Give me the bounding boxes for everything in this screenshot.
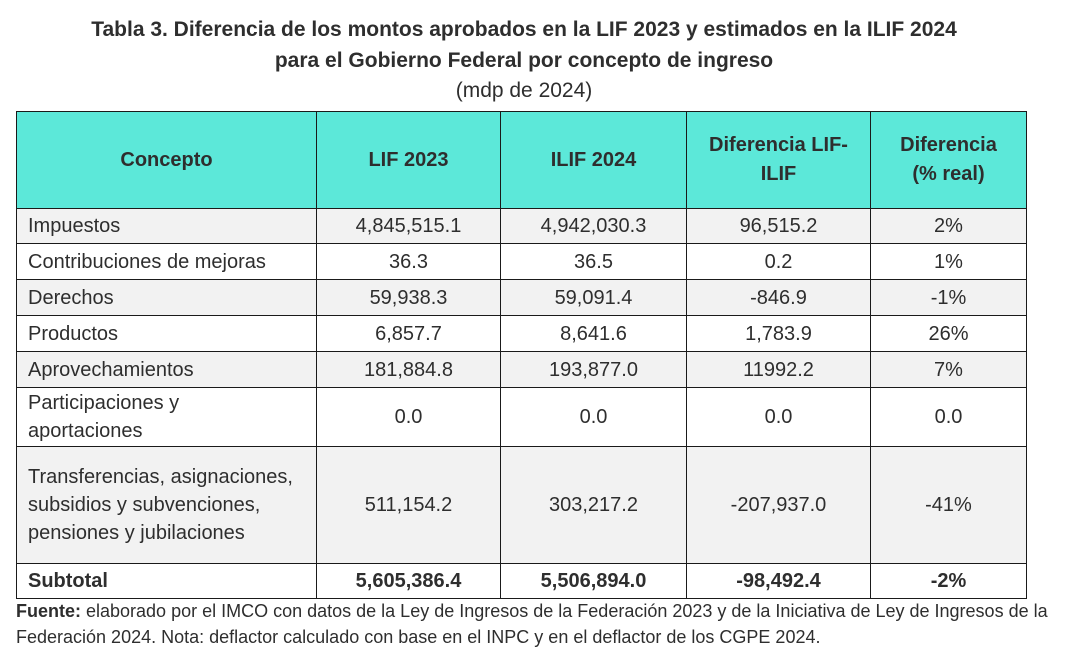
row-lif: 36.3: [316, 243, 501, 280]
header-pct-line1: Diferencia: [900, 134, 997, 156]
row-lif: 511,154.2: [316, 446, 501, 564]
table-row: Transferencias, asignaciones, subsidios …: [16, 446, 1027, 564]
source-text: elaborado por el IMCO con datos de la Le…: [16, 601, 1048, 647]
table-row: Contribuciones de mejoras 36.3 36.5 0.2 …: [16, 243, 1027, 280]
subtotal-concepto: Subtotal: [16, 563, 317, 599]
table-title: Tabla 3. Diferencia de los montos aproba…: [0, 14, 1048, 106]
header-diferencia-line2: ILIF: [760, 163, 797, 185]
header-pct-real: Diferencia (% real): [870, 111, 1027, 209]
subtotal-lif: 5,605,386.4: [316, 563, 501, 599]
header-concepto: Concepto: [16, 111, 317, 209]
row-ilif: 36.5: [500, 243, 687, 280]
row-ilif: 8,641.6: [500, 315, 687, 352]
row-diff: -207,937.0: [686, 446, 871, 564]
row-diff: 1,783.9: [686, 315, 871, 352]
row-pct: -41%: [870, 446, 1027, 564]
header-row: Concepto LIF 2023 ILIF 2024 Diferencia L…: [16, 111, 1027, 209]
row-diff: -846.9: [686, 279, 871, 316]
row-concepto: Transferencias, asignaciones, subsidios …: [16, 446, 317, 564]
header-lif-2023: LIF 2023: [316, 111, 501, 209]
row-diff: 0.2: [686, 243, 871, 280]
row-concepto: Derechos: [16, 279, 317, 316]
row-diff: 11992.2: [686, 351, 871, 388]
row-concepto: Participaciones y aportaciones: [16, 387, 317, 447]
row-pct: 7%: [870, 351, 1027, 388]
row-pct: 1%: [870, 243, 1027, 280]
table-row: Derechos 59,938.3 59,091.4 -846.9 -1%: [16, 279, 1027, 316]
row-pct: 0.0: [870, 387, 1027, 447]
row-lif: 6,857.7: [316, 315, 501, 352]
subtotal-ilif: 5,506,894.0: [500, 563, 687, 599]
table-row: Aprovechamientos 181,884.8 193,877.0 119…: [16, 351, 1027, 388]
subtotal-diff: -98,492.4: [686, 563, 871, 599]
title-line-2: para el Gobierno Federal por concepto de…: [274, 49, 774, 72]
table-row: Impuestos 4,845,515.1 4,942,030.3 96,515…: [16, 208, 1027, 244]
row-pct: 2%: [870, 208, 1027, 244]
row-lif: 4,845,515.1: [316, 208, 501, 244]
row-diff: 0.0: [686, 387, 871, 447]
subtotal-row: Subtotal 5,605,386.4 5,506,894.0 -98,492…: [16, 563, 1027, 599]
header-diferencia-line1: Diferencia LIF-: [709, 134, 848, 156]
revenue-table: Concepto LIF 2023 ILIF 2024 Diferencia L…: [16, 111, 1027, 599]
row-concepto: Impuestos: [16, 208, 317, 244]
header-ilif-2024: ILIF 2024: [500, 111, 687, 209]
row-lif: 0.0: [316, 387, 501, 447]
table-row: Participaciones y aportaciones 0.0 0.0 0…: [16, 387, 1027, 447]
row-ilif: 0.0: [500, 387, 687, 447]
row-ilif: 59,091.4: [500, 279, 687, 316]
row-concepto: Aprovechamientos: [16, 351, 317, 388]
units-subtitle: (mdp de 2024): [455, 79, 593, 102]
row-pct: -1%: [870, 279, 1027, 316]
row-concepto: Contribuciones de mejoras: [16, 243, 317, 280]
row-ilif: 193,877.0: [500, 351, 687, 388]
table-row: Productos 6,857.7 8,641.6 1,783.9 26%: [16, 315, 1027, 352]
source-note: Fuente: elaborado por el IMCO con datos …: [16, 598, 1056, 650]
title-line-1: Tabla 3. Diferencia de los montos aproba…: [91, 18, 957, 41]
source-label: Fuente:: [16, 601, 81, 621]
row-lif: 181,884.8: [316, 351, 501, 388]
row-lif: 59,938.3: [316, 279, 501, 316]
header-pct-line2: (% real): [912, 163, 985, 185]
header-diferencia: Diferencia LIF- ILIF: [686, 111, 871, 209]
subtotal-pct: -2%: [870, 563, 1027, 599]
row-pct: 26%: [870, 315, 1027, 352]
row-ilif: 4,942,030.3: [500, 208, 687, 244]
row-diff: 96,515.2: [686, 208, 871, 244]
row-concepto: Productos: [16, 315, 317, 352]
row-ilif: 303,217.2: [500, 446, 687, 564]
